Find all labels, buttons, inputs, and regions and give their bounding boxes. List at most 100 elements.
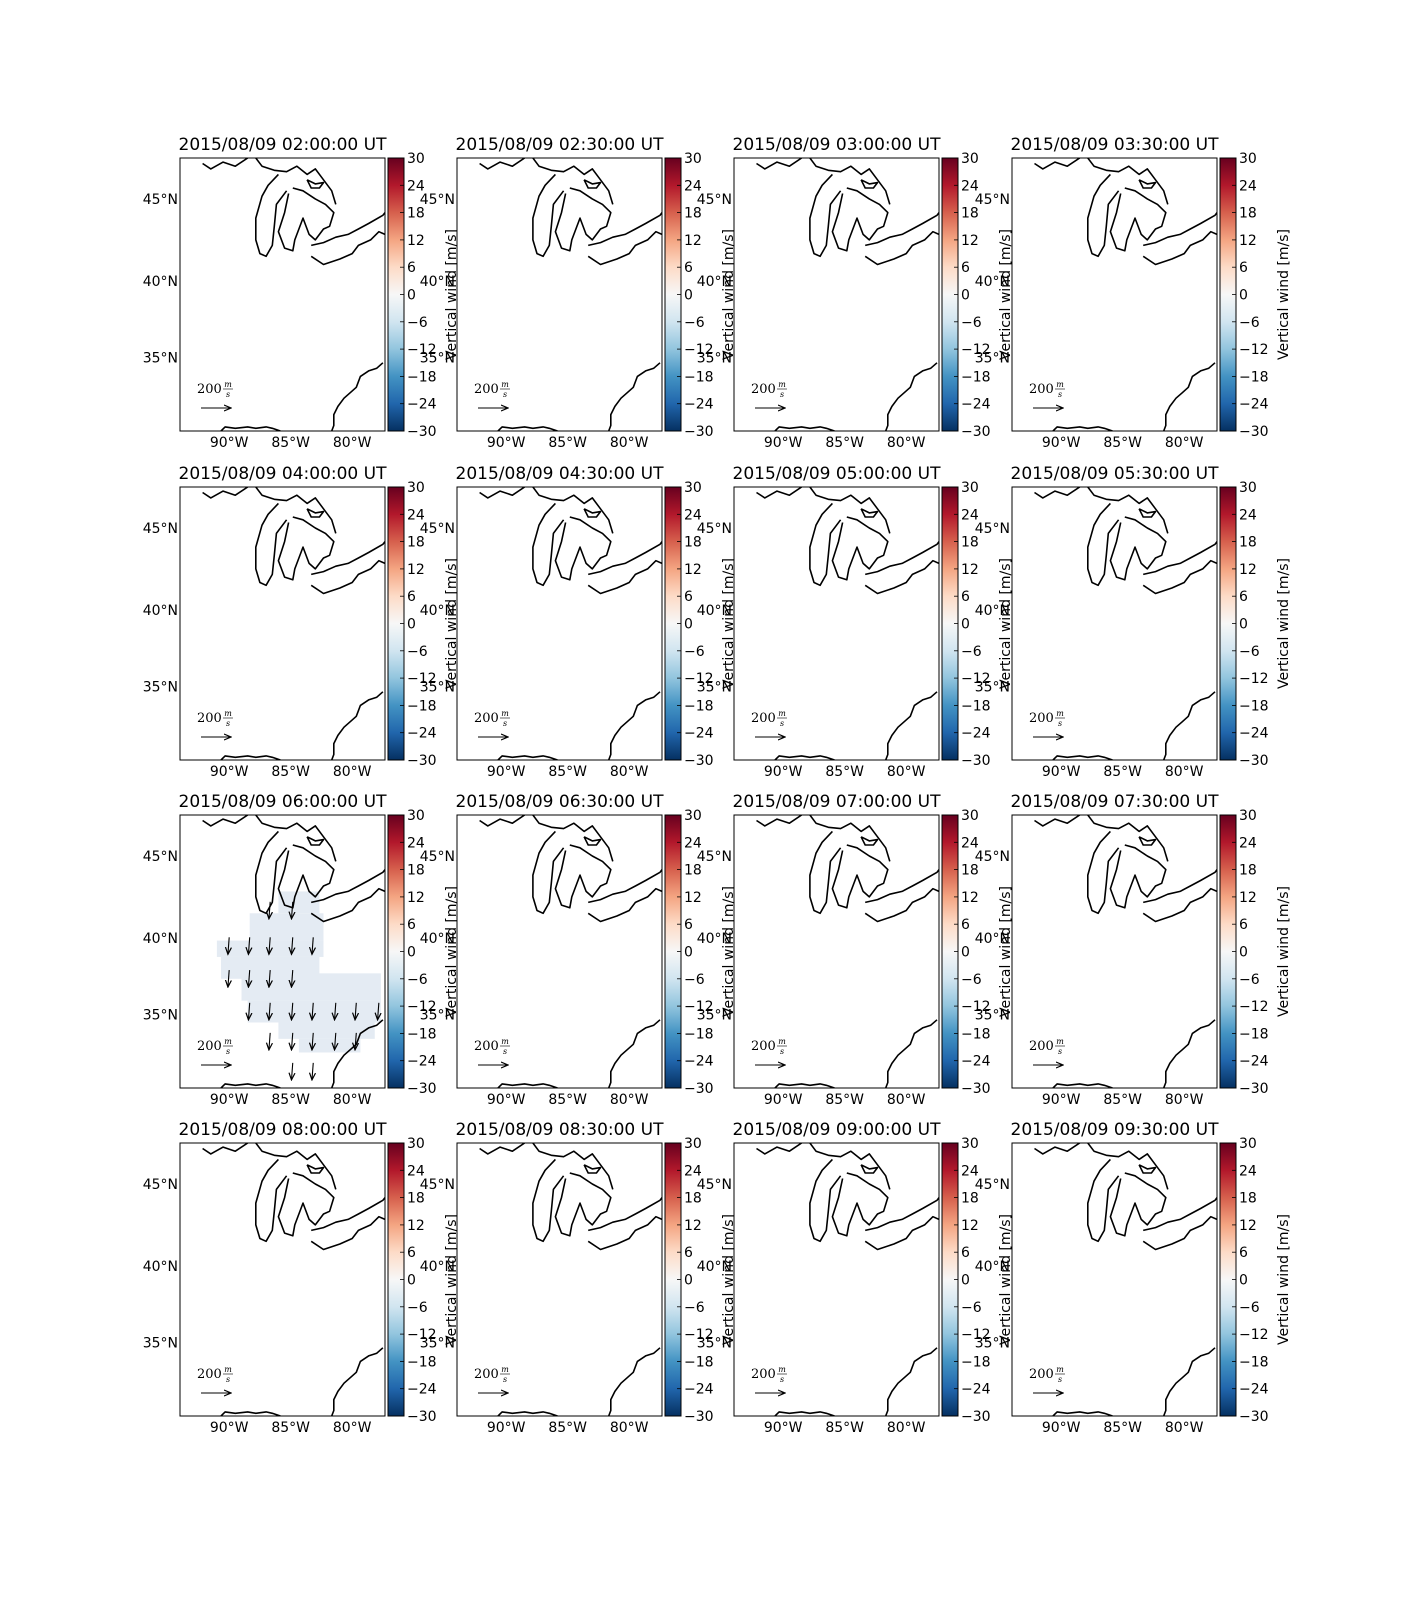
coastline xyxy=(1162,1347,1216,1416)
colorbar-tick-label: −6 xyxy=(407,315,428,331)
map-area xyxy=(202,815,385,1088)
colorbar-tick-label: 24 xyxy=(407,507,425,523)
lon-tick-label: 90°W xyxy=(210,1092,249,1108)
lon-tick-label: 90°W xyxy=(487,435,526,451)
wind-arrow xyxy=(292,901,293,918)
colorbar-tick-label: 6 xyxy=(684,1245,693,1261)
coastline xyxy=(1162,1019,1216,1088)
lat-tick-label: 45°N xyxy=(143,1177,178,1193)
coastline xyxy=(202,487,249,499)
colorbar-tick-label: −18 xyxy=(684,1026,714,1042)
colorbar-tick-label: 18 xyxy=(1239,206,1257,222)
lon-tick-label: 80°W xyxy=(887,435,926,451)
colorbar-tick-label: −6 xyxy=(407,644,428,660)
colorbar-tick-label: −24 xyxy=(1239,1382,1269,1398)
map-frame xyxy=(179,157,386,432)
map-frame xyxy=(456,157,663,432)
coastline xyxy=(220,755,281,760)
colorbar-tick-label: 24 xyxy=(1239,1163,1257,1179)
colorbar: 30 24 18 12 6 0 −6 −12 −18 −24 −30 Vertical wind [m… xyxy=(664,480,737,769)
wind-arrow xyxy=(312,1002,313,1019)
coastline xyxy=(255,173,288,258)
coastline xyxy=(607,691,661,760)
colorbar-tick-label: 0 xyxy=(407,288,416,304)
colorbar-tick-label: 30 xyxy=(1239,480,1257,496)
lon-tick-label: 90°W xyxy=(764,764,803,780)
colorbar-tick-label: −18 xyxy=(1239,1026,1269,1042)
quiver-key-unit-den: s xyxy=(1058,390,1062,399)
coastline xyxy=(277,187,335,252)
lon-tick-label: 85°W xyxy=(271,1420,310,1436)
colorbar-tick-label: 6 xyxy=(961,589,970,605)
colorbar-tick-label: −24 xyxy=(961,1382,991,1398)
coastline xyxy=(774,426,835,431)
lon-tick-label: 90°W xyxy=(1042,1420,1081,1436)
lat-tick-label: 40°N xyxy=(420,274,455,290)
colorbar-tick-label: 6 xyxy=(684,917,693,933)
coastline xyxy=(306,1164,325,1174)
coastline xyxy=(588,212,662,247)
coastline xyxy=(554,1172,612,1237)
lat-tick-label: 40°N xyxy=(975,274,1010,290)
colorbar-tick-label: 30 xyxy=(1239,1136,1257,1152)
quiver-key-unit-den: s xyxy=(1058,1375,1062,1384)
coastline xyxy=(310,887,385,923)
coastline xyxy=(1109,516,1167,581)
wind-arrow xyxy=(312,1032,313,1049)
panel-title: 2015/08/09 05:30:00 UT xyxy=(1011,464,1220,484)
coastline xyxy=(1052,755,1113,760)
lat-tick-label: 35°N xyxy=(143,1335,178,1351)
quiver-key-value: 200 xyxy=(197,1039,222,1054)
coastline xyxy=(587,1215,662,1251)
lat-tick-label: 45°N xyxy=(420,1177,455,1193)
colorbar-tick-label: 0 xyxy=(407,1273,416,1289)
colorbar-tick-label: −6 xyxy=(1239,972,1260,988)
colorbar-tick-label: −12 xyxy=(684,342,714,358)
lon-tick-label: 85°W xyxy=(1103,764,1142,780)
coastline xyxy=(532,502,565,587)
wind-field-cell xyxy=(249,913,324,941)
colorbar-tick-label: −30 xyxy=(684,424,714,440)
coastline xyxy=(277,516,335,581)
panel-title: 2015/08/09 06:00:00 UT xyxy=(179,792,388,812)
coastline xyxy=(1143,869,1217,904)
map-frame xyxy=(1011,814,1218,1089)
quiver-key: 200 ms xyxy=(197,380,233,408)
coastline xyxy=(255,158,337,205)
colorbar-tick-label: 0 xyxy=(684,945,693,961)
colorbar-tick-label: 24 xyxy=(407,1163,425,1179)
coastline xyxy=(864,230,939,266)
coastline xyxy=(255,1143,337,1190)
lat-tick-label: 40°N xyxy=(697,274,732,290)
colorbar-tick-label: −12 xyxy=(407,342,437,358)
map-frame xyxy=(179,1142,386,1417)
colorbar-tick-label: −18 xyxy=(407,1026,437,1042)
colorbar-tick-label: 24 xyxy=(1239,178,1257,194)
lat-tick-label: 45°N xyxy=(975,1177,1010,1193)
colorbar-tick-label: −12 xyxy=(1239,342,1269,358)
quiver-key-unit-den: s xyxy=(503,390,507,399)
quiver-key-unit-den: s xyxy=(780,390,784,399)
colorbar-tick-label: 24 xyxy=(684,1163,702,1179)
colorbar-tick-label: −6 xyxy=(684,1300,705,1316)
coastline xyxy=(311,212,385,247)
coastline xyxy=(809,487,891,534)
lat-tick-label: 35°N xyxy=(143,350,178,366)
lon-tick-label: 90°W xyxy=(764,435,803,451)
lon-tick-label: 90°W xyxy=(1042,1092,1081,1108)
quiver-key-unit-num: m xyxy=(501,1365,509,1374)
coastline xyxy=(756,815,803,827)
wind-arrow xyxy=(228,970,229,986)
colorbar-tick-label: 30 xyxy=(684,808,702,824)
panel-title: 2015/08/09 07:30:00 UT xyxy=(1011,792,1220,812)
colorbar-tick-label: 0 xyxy=(1239,288,1248,304)
quiver-key-unit-num: m xyxy=(224,380,232,389)
coastline xyxy=(1034,487,1081,499)
colorbar-tick-label: 24 xyxy=(684,507,702,523)
wind-arrow xyxy=(292,1032,293,1049)
coastline xyxy=(479,815,526,827)
lon-tick-label: 90°W xyxy=(1042,764,1081,780)
quiver-key-unit-num: m xyxy=(224,1365,232,1374)
lat-tick-label: 40°N xyxy=(975,1259,1010,1275)
